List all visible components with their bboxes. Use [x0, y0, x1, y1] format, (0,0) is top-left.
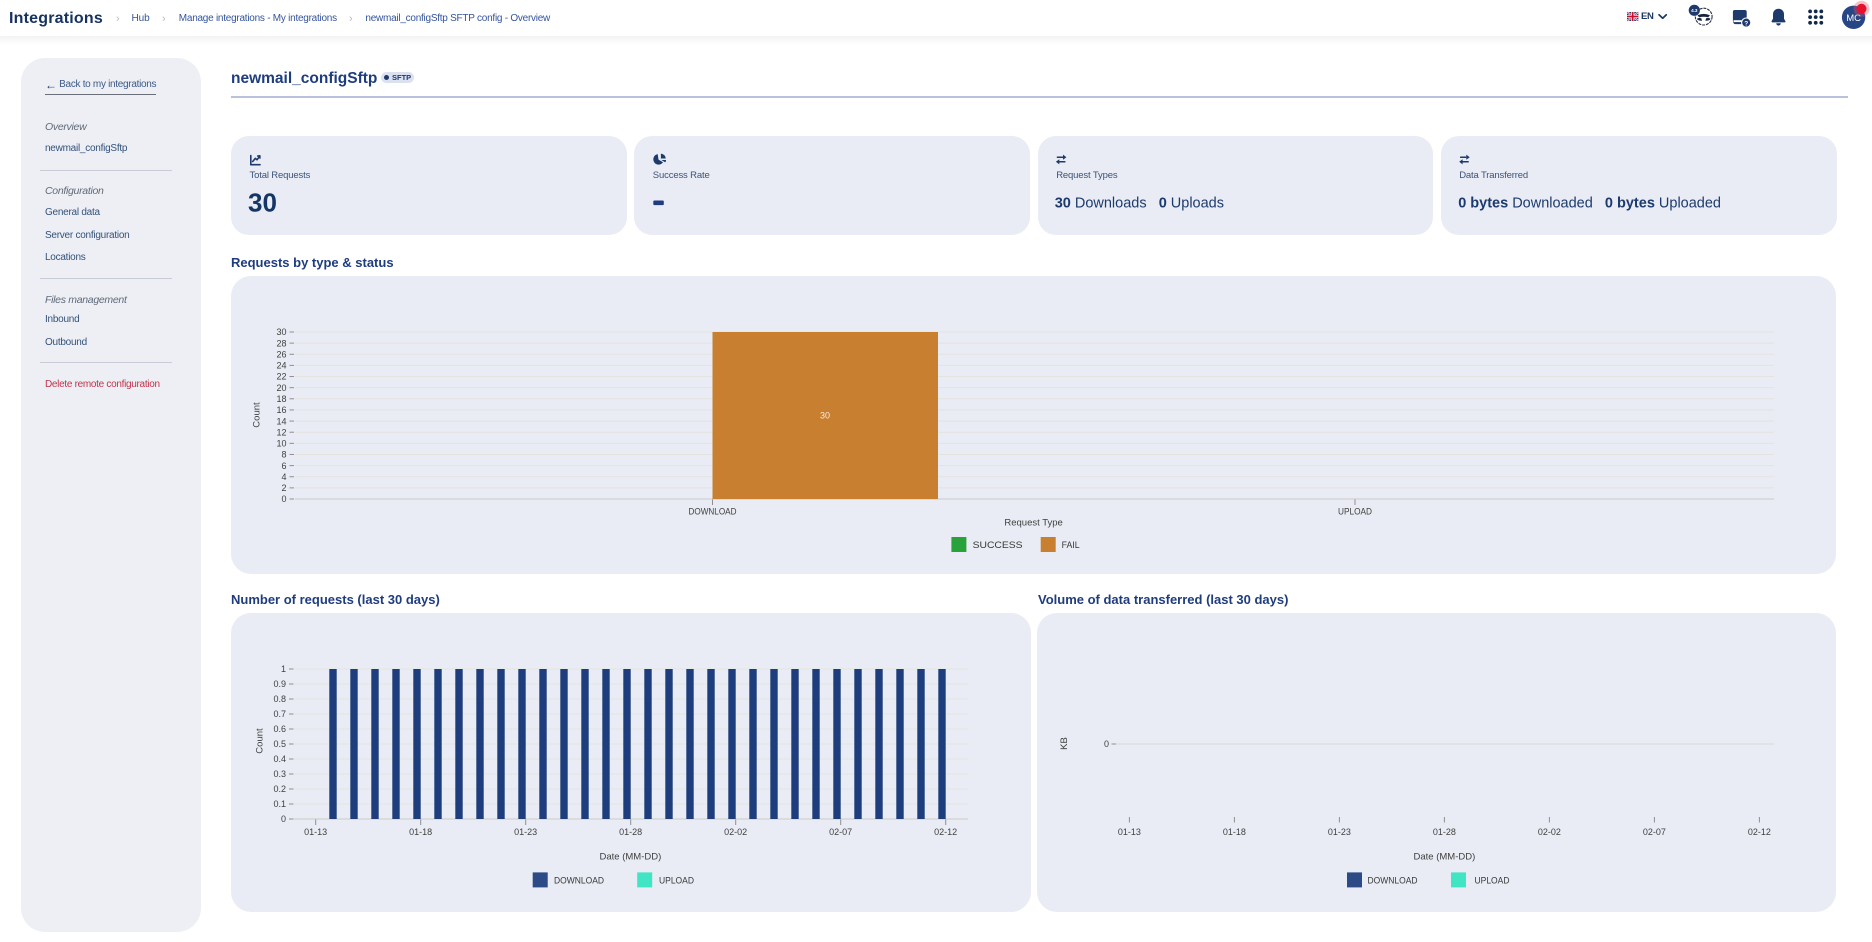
- svg-text:FAIL: FAIL: [1062, 540, 1080, 551]
- svg-text:Total Requests: Total Requests: [250, 170, 311, 181]
- svg-text:0.7: 0.7: [273, 709, 286, 719]
- svg-text:4.3: 4.3: [1691, 8, 1698, 13]
- svg-text:DOWNLOAD: DOWNLOAD: [689, 507, 737, 518]
- svg-text:6: 6: [281, 461, 286, 471]
- svg-text:0: 0: [281, 814, 286, 824]
- svg-text:24: 24: [276, 361, 286, 371]
- svg-text:01-18: 01-18: [409, 827, 432, 837]
- svg-text:30: 30: [820, 411, 830, 421]
- svg-text:0.5: 0.5: [273, 739, 286, 749]
- svg-text:SUCCESS: SUCCESS: [973, 540, 1023, 551]
- svg-text:01-23: 01-23: [514, 827, 537, 837]
- svg-text:Data Transferred: Data Transferred: [1459, 170, 1528, 181]
- svg-text:0.3: 0.3: [273, 769, 286, 779]
- svg-text:02-07: 02-07: [1643, 827, 1666, 837]
- svg-text:02-07: 02-07: [829, 827, 852, 837]
- svg-text:30: 30: [248, 188, 277, 218]
- svg-text:02-02: 02-02: [724, 827, 747, 837]
- svg-text:EN: EN: [1641, 11, 1654, 22]
- svg-text:02-02: 02-02: [1538, 827, 1561, 837]
- svg-text:0.4: 0.4: [273, 754, 286, 764]
- svg-text:0.6: 0.6: [273, 724, 286, 734]
- svg-text:16: 16: [276, 405, 286, 415]
- svg-text:UPLOAD: UPLOAD: [1475, 876, 1510, 887]
- svg-text:0.1: 0.1: [273, 799, 286, 809]
- svg-text:Count: Count: [254, 728, 265, 754]
- svg-text:DOWNLOAD: DOWNLOAD: [554, 876, 604, 887]
- svg-text:12: 12: [276, 427, 286, 437]
- svg-text:18: 18: [276, 394, 286, 404]
- svg-text:Success Rate: Success Rate: [653, 170, 710, 181]
- svg-text:0 bytes Downloaded 0 bytes U: 0 bytes Downloaded 0 bytes Uploaded: [1458, 196, 1721, 212]
- svg-text:30: 30: [276, 327, 286, 337]
- svg-text:30 Downloads 0 Uploads: 30 Downloads 0 Uploads: [1055, 196, 1224, 212]
- svg-text:KB: KB: [1059, 737, 1070, 750]
- svg-text:22: 22: [276, 372, 286, 382]
- svg-text:0: 0: [1104, 739, 1109, 749]
- svg-text:10: 10: [276, 439, 286, 449]
- svg-text:Request Type: Request Type: [1004, 518, 1062, 529]
- svg-text:0.9: 0.9: [273, 679, 286, 689]
- svg-text:0: 0: [281, 494, 286, 504]
- svg-text:?: ?: [1744, 20, 1748, 27]
- svg-text:01-13: 01-13: [304, 827, 327, 837]
- svg-text:0.2: 0.2: [273, 784, 286, 794]
- svg-text:DOWNLOAD: DOWNLOAD: [1368, 876, 1418, 887]
- svg-text:14: 14: [276, 416, 286, 426]
- svg-text:01-23: 01-23: [1328, 827, 1351, 837]
- svg-text:02-12: 02-12: [1748, 827, 1771, 837]
- svg-text:01-18: 01-18: [1223, 827, 1246, 837]
- svg-text:02-12: 02-12: [934, 827, 957, 837]
- svg-text:01-28: 01-28: [619, 827, 642, 837]
- svg-text:20: 20: [276, 383, 286, 393]
- svg-text:1: 1: [281, 664, 286, 674]
- svg-text:01-28: 01-28: [1433, 827, 1456, 837]
- svg-text:Count: Count: [251, 402, 262, 428]
- svg-text:Date (MM-DD): Date (MM-DD): [1414, 852, 1476, 863]
- svg-text:Request Types: Request Types: [1056, 170, 1118, 181]
- svg-text:Date (MM-DD): Date (MM-DD): [600, 852, 662, 863]
- svg-text:UPLOAD: UPLOAD: [1338, 507, 1372, 518]
- svg-text:8: 8: [281, 450, 286, 460]
- svg-text:26: 26: [276, 349, 286, 359]
- svg-text:4: 4: [281, 472, 286, 482]
- svg-text:2: 2: [281, 483, 286, 493]
- svg-text:MC: MC: [1846, 13, 1861, 24]
- svg-text:0.8: 0.8: [273, 694, 286, 704]
- svg-text:28: 28: [276, 338, 286, 348]
- svg-text:UPLOAD: UPLOAD: [659, 876, 694, 887]
- svg-text:01-13: 01-13: [1118, 827, 1141, 837]
